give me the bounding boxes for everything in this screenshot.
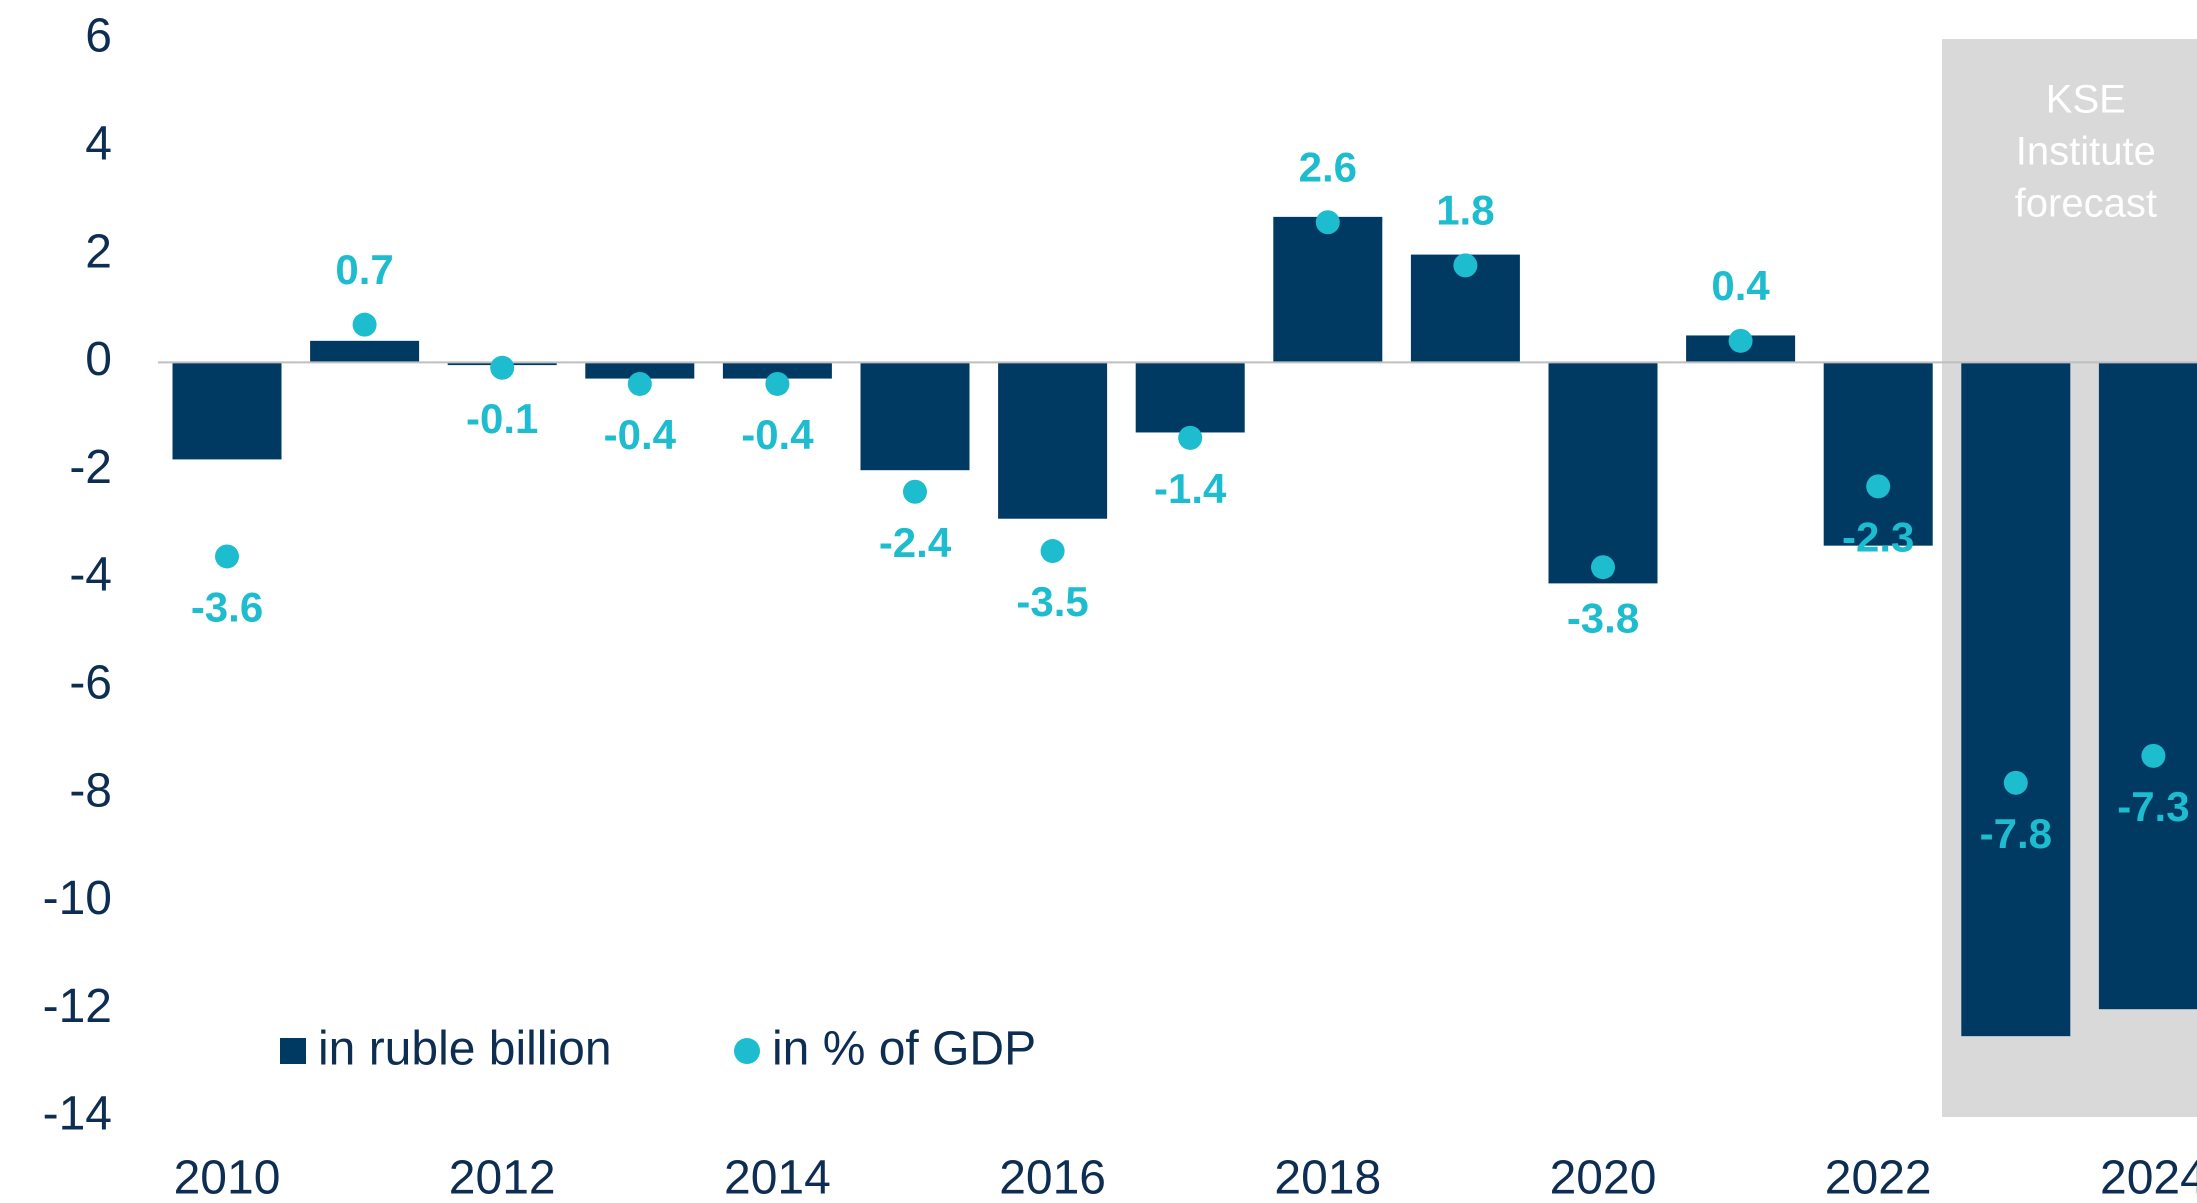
- y-tick-label: 4: [85, 117, 112, 170]
- data-label: -3.6: [191, 584, 263, 631]
- annotation: Institute: [2016, 130, 2156, 174]
- data-label: -0.4: [604, 411, 677, 458]
- x-tick-label: 2018: [1274, 1152, 1381, 1203]
- data-label: -1.4: [1154, 465, 1227, 512]
- dot: [1040, 539, 1065, 564]
- x-tick-label: 2014: [724, 1152, 831, 1203]
- y-tick-label: -8: [69, 764, 112, 817]
- y-tick-label: -6: [69, 656, 112, 709]
- data-label: -7.3: [2117, 783, 2189, 830]
- data-label: -7.8: [1980, 810, 2052, 857]
- legend-swatch: [280, 1038, 306, 1064]
- y-tick-label: -2: [69, 441, 112, 494]
- bar: [1135, 362, 1245, 433]
- data-label: 0.4: [1711, 262, 1770, 309]
- data-label: -2.4: [879, 519, 952, 566]
- x-tick-label: 2016: [999, 1152, 1106, 1203]
- y-tick-label: -14: [43, 1088, 112, 1141]
- dot: [1453, 253, 1478, 278]
- bar: [310, 340, 420, 363]
- bar: [1548, 362, 1658, 584]
- dot: [1728, 328, 1753, 353]
- x-tick-label: 2022: [1825, 1152, 1932, 1203]
- dot: [2141, 743, 2166, 768]
- dot: [352, 312, 377, 337]
- bar: [1823, 362, 1933, 546]
- bar: [722, 362, 832, 379]
- data-label: -0.4: [741, 411, 814, 458]
- data-label: -3.8: [1567, 594, 1639, 641]
- legend-label: in ruble billion: [318, 1023, 612, 1076]
- bar: [860, 362, 970, 471]
- dot: [1178, 425, 1203, 450]
- y-tick-label: -4: [69, 549, 112, 602]
- x-tick-label: 2010: [174, 1152, 281, 1203]
- dot: [627, 371, 652, 396]
- bar: [585, 362, 695, 379]
- dot: [1866, 474, 1891, 499]
- y-tick-label: -12: [43, 980, 112, 1033]
- dot: [1315, 210, 1340, 235]
- dot: [1591, 555, 1615, 580]
- data-label: 2.6: [1299, 143, 1357, 190]
- data-label: -0.1: [466, 395, 538, 442]
- dot: [765, 371, 790, 396]
- y-tick-label: 0: [85, 333, 112, 386]
- x-tick-label: 2012: [449, 1152, 556, 1203]
- annotation: forecast: [2015, 182, 2157, 226]
- bar: [172, 362, 282, 460]
- dot: [2003, 770, 2028, 795]
- bar: [1961, 362, 2071, 1037]
- data-label: -3.5: [1016, 578, 1088, 625]
- dot: [215, 544, 239, 569]
- x-tick-label: 2024: [2100, 1152, 2197, 1203]
- legend-swatch: [734, 1038, 760, 1064]
- bar: [2098, 362, 2197, 1010]
- bar: [1273, 216, 1383, 363]
- annotation: KSE: [2046, 78, 2126, 122]
- y-tick-label: -10: [43, 872, 112, 925]
- y-tick-label: 2: [85, 225, 112, 278]
- legend-label: in % of GDP: [772, 1023, 1036, 1076]
- dot: [490, 355, 515, 380]
- dot: [903, 479, 927, 504]
- bar: [998, 362, 1108, 519]
- data-label: -2.3: [1842, 513, 1914, 560]
- data-label: 0.7: [335, 246, 393, 293]
- data-label: 1.8: [1436, 186, 1494, 233]
- x-tick-label: 2020: [1550, 1152, 1657, 1203]
- y-tick-label: 6: [85, 10, 112, 63]
